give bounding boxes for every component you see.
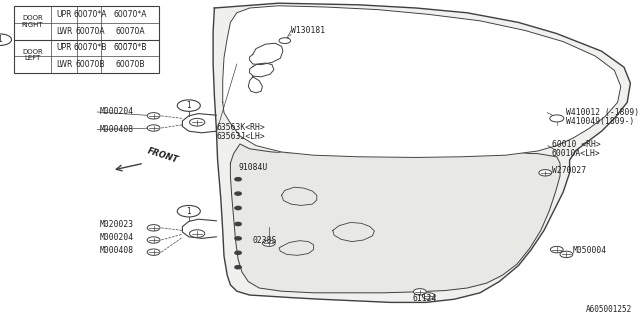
Text: LWR: LWR [56,27,72,36]
Circle shape [235,206,241,210]
Text: 63563K<RH>: 63563K<RH> [216,124,265,132]
Polygon shape [213,3,630,302]
Text: LWR: LWR [56,27,72,36]
Text: 1: 1 [186,101,191,110]
Text: DOOR: DOOR [22,15,43,21]
Text: DOOR: DOOR [22,49,43,55]
Text: 60070A: 60070A [76,27,105,36]
Circle shape [147,125,160,131]
Text: 91084U: 91084U [238,164,268,172]
Text: M000408: M000408 [99,125,133,134]
Circle shape [550,115,564,122]
Circle shape [422,293,435,299]
Text: M000204: M000204 [99,108,133,116]
Circle shape [560,251,573,258]
Circle shape [189,118,205,126]
Circle shape [147,225,160,231]
Text: 0238S: 0238S [253,236,277,245]
Bar [14,6,159,73]
Circle shape [235,222,241,226]
Text: M020023: M020023 [99,220,133,229]
Text: 60070*B: 60070*B [113,44,147,52]
Text: 63563J<LH>: 63563J<LH> [216,132,265,141]
Text: 60070A: 60070A [115,27,145,36]
Text: FRONT: FRONT [146,146,179,164]
Circle shape [262,240,275,246]
Circle shape [147,249,160,255]
Text: 60070A: 60070A [115,27,145,36]
Text: LWR: LWR [56,60,72,69]
Text: RIGHT: RIGHT [22,22,44,28]
Text: UPR: UPR [56,44,72,52]
Circle shape [235,178,241,181]
Circle shape [235,266,241,269]
Text: 60070*B: 60070*B [113,44,147,52]
Text: M050004: M050004 [573,246,607,255]
Circle shape [235,237,241,240]
Text: W410012 (-1809): W410012 (-1809) [566,108,639,117]
Text: 60070B: 60070B [115,60,145,69]
Text: 60070*B: 60070*B [74,44,107,52]
Text: 60070*A: 60070*A [113,10,147,19]
Text: W410049(1809-): W410049(1809-) [566,117,635,126]
Text: 60010 <RH>: 60010 <RH> [552,140,600,149]
Circle shape [189,230,205,237]
Text: A605001252: A605001252 [586,305,632,314]
Text: UPR: UPR [56,44,72,52]
Circle shape [279,38,291,44]
Circle shape [147,237,160,243]
Text: 60070B: 60070B [115,60,145,69]
Text: 60070*A: 60070*A [74,10,107,19]
Circle shape [235,192,241,195]
Circle shape [235,251,241,254]
Circle shape [539,170,552,176]
Text: W270027: W270027 [552,166,586,175]
Text: LWR: LWR [56,60,72,69]
Text: UPR: UPR [56,10,72,19]
Circle shape [550,246,563,253]
Text: 60070*A: 60070*A [113,10,147,19]
Text: 61124: 61124 [413,294,437,303]
Text: UPR: UPR [56,10,72,19]
Text: LEFT: LEFT [24,55,41,61]
Text: 60070B: 60070B [76,60,105,69]
Polygon shape [223,6,621,157]
Text: W130181: W130181 [291,26,325,35]
Text: 60010A<LH>: 60010A<LH> [552,149,600,158]
Text: 1: 1 [0,35,3,44]
Polygon shape [230,144,560,293]
Text: M000408: M000408 [99,246,133,255]
Text: 1: 1 [186,207,191,216]
Text: M000204: M000204 [99,233,133,242]
Circle shape [147,113,160,119]
Circle shape [413,289,426,295]
